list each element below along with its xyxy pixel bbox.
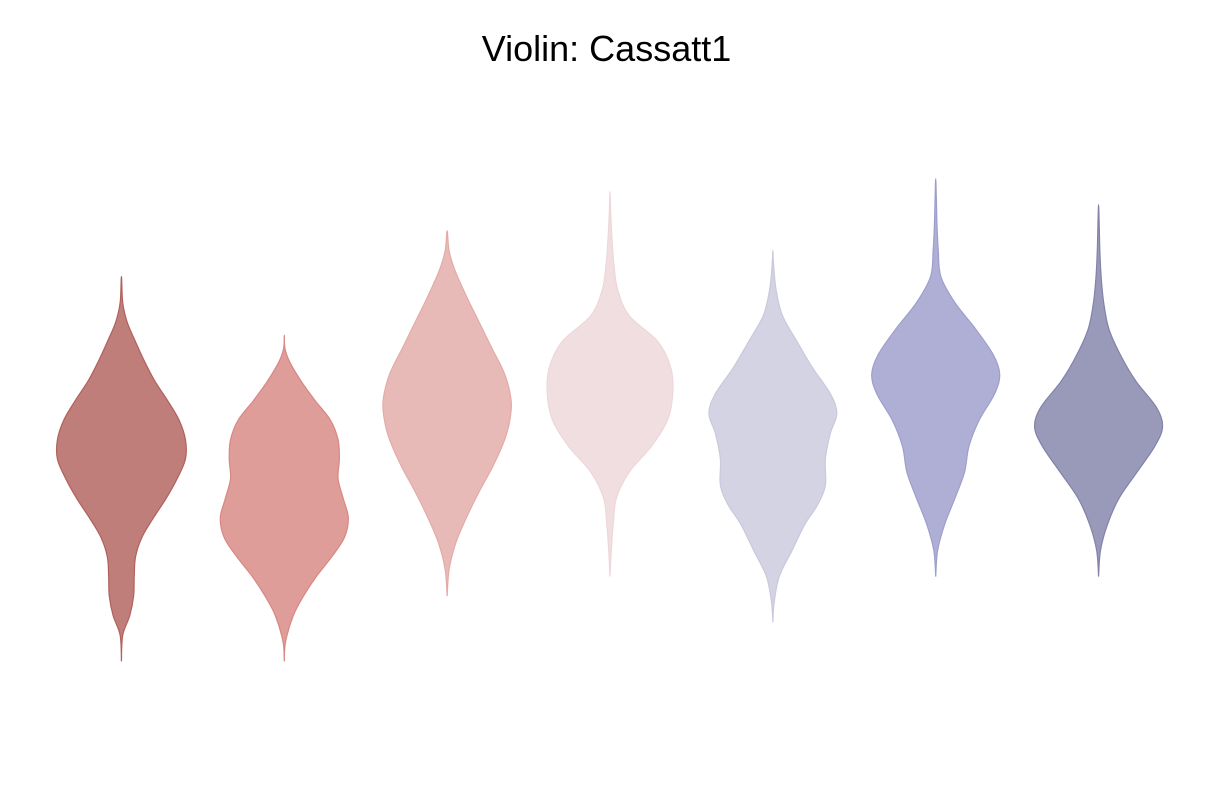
violin-7 [1033, 204, 1164, 577]
chart-title: Violin: Cassatt1 [481, 28, 732, 69]
violin-5 [708, 249, 838, 623]
violin-1 [55, 275, 187, 662]
violin-4 [546, 191, 674, 577]
violin-2 [219, 334, 349, 662]
violin-3 [382, 230, 513, 597]
violin-6 [871, 178, 1001, 577]
